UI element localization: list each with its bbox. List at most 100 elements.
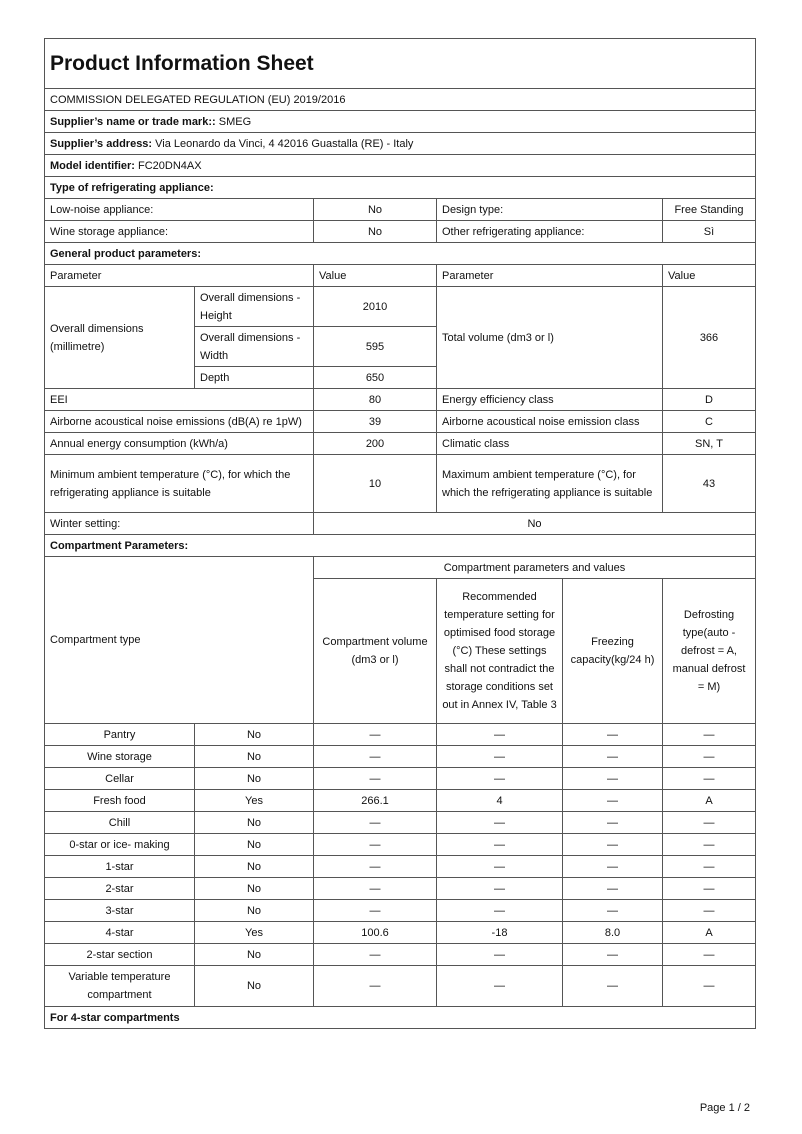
compartment-temp: — (436, 855, 563, 878)
volume-header: Compartment volume (dm3 or l) (313, 578, 437, 724)
compartment-temp: — (436, 723, 563, 746)
compartment-present: No (194, 855, 314, 878)
compartment-volume: — (313, 877, 437, 900)
compartment-defrost: — (662, 943, 756, 966)
height-value: 2010 (313, 286, 437, 327)
compartment-name: Pantry (44, 723, 195, 746)
compartment-temp: — (436, 943, 563, 966)
compartment-freezing: — (562, 723, 663, 746)
compartment-volume: — (313, 855, 437, 878)
compartment-present: Yes (194, 921, 314, 944)
compartment-name: Fresh food (44, 789, 195, 812)
compartment-present: No (194, 745, 314, 768)
param-value: 43 (662, 454, 756, 513)
type-row: Wine storage appliance: No Other refriger… (44, 220, 756, 243)
depth-label: Depth (194, 366, 314, 389)
compartment-row: 1-star No — — — — (44, 855, 756, 878)
compartment-temp: — (436, 965, 563, 1007)
width-label: Overall dimensions - Width (194, 326, 314, 367)
page-title: Product Information Sheet (44, 38, 756, 89)
supplier-address-label: Supplier’s address: (50, 137, 153, 150)
width-value: 595 (313, 326, 437, 367)
compartment-name: 1-star (44, 855, 195, 878)
winter-row: Winter setting: No (44, 512, 756, 535)
param-label: Annual energy consumption (kWh/a) (44, 432, 314, 455)
compartment-freezing: 8.0 (562, 921, 663, 944)
param-label: Airborne acoustical noise emissions (dB(… (44, 410, 314, 433)
compartment-row: Variable temperature compartment No — — — — (44, 965, 756, 1007)
product-information-table: Product Information Sheet COMMISSION DEL… (44, 38, 756, 1029)
compartment-present: No (194, 965, 314, 1007)
param-label: Minimum ambient temperature (°C), for wh… (44, 454, 314, 513)
compartment-defrost: — (662, 855, 756, 878)
param-value: 200 (313, 432, 437, 455)
param-value: D (662, 388, 756, 411)
compartment-freezing: — (562, 877, 663, 900)
param-label: Other refrigerating appliance: (436, 220, 663, 243)
compartment-defrost: — (662, 767, 756, 790)
param-label: Low-noise appliance: (44, 198, 314, 221)
compartment-row: Chill No — — — — (44, 811, 756, 834)
compartment-volume: — (313, 811, 437, 834)
compartment-present: No (194, 811, 314, 834)
compartment-volume: — (313, 723, 437, 746)
model-label: Model identifier: (50, 159, 135, 172)
compartment-defrost: — (662, 745, 756, 768)
compartment-name: 3-star (44, 899, 195, 922)
compartment-row: Fresh food Yes 266.1 4— A (44, 789, 756, 812)
compartment-freezing: — (562, 899, 663, 922)
compartment-temp: -18 (436, 921, 563, 944)
compartment-present: No (194, 877, 314, 900)
compartment-name: 2-star (44, 877, 195, 900)
param-value: SN, T (662, 432, 756, 455)
param-label: Energy efficiency class (436, 388, 663, 411)
compartment-name: Wine storage (44, 745, 195, 768)
compartment-defrost: A (662, 789, 756, 812)
column-header: Value (313, 264, 437, 287)
supplier-name-value: SMEG (218, 115, 252, 128)
general-row: Airborne acoustical noise emissions (dB(… (44, 410, 756, 433)
param-value: 39 (313, 410, 437, 433)
param-value: Sì (662, 220, 756, 243)
compartment-section-heading: Compartment Parameters: (44, 534, 756, 557)
type-row: Low-noise appliance: No Design type: Free … (44, 198, 756, 221)
defrost-header: Defrosting type(auto - defrost = A, manu… (662, 578, 756, 724)
compartment-present: No (194, 767, 314, 790)
general-row: Minimum ambient temperature (°C), for wh… (44, 454, 756, 513)
column-header: Parameter (436, 264, 663, 287)
height-label: Overall dimensions - Height (194, 286, 314, 327)
supplier-name-row: Supplier’s name or trade mark:: SMEG (44, 110, 756, 133)
general-section-heading: General product parameters: (44, 242, 756, 265)
four-star-section-heading: For 4-star compartments (44, 1006, 756, 1029)
compartment-row: 4-star Yes 100.6 -18 8.0 A (44, 921, 756, 944)
param-value: C (662, 410, 756, 433)
param-label: Climatic class (436, 432, 663, 455)
model-value: FC20DN4AX (138, 159, 202, 172)
param-value: 80 (313, 388, 437, 411)
compartment-temp: — (436, 745, 563, 768)
compartment-defrost: — (662, 723, 756, 746)
volume-label: Total volume (dm3 or l) (436, 286, 663, 389)
compartment-freezing: — (562, 855, 663, 878)
column-header: Parameter (44, 264, 314, 287)
param-label: EEI (44, 388, 314, 411)
compartment-freezing: — (562, 767, 663, 790)
compartment-type-header: Compartment type (44, 556, 314, 724)
compartment-temp: — (436, 877, 563, 900)
compartment-row: Cellar No — — — — (44, 767, 756, 790)
compartment-temp: — (436, 767, 563, 790)
compartment-name: 4-star (44, 921, 195, 944)
compartment-volume: — (313, 833, 437, 856)
param-value: Free Standing (662, 198, 756, 221)
general-header-row: Parameter Value Parameter Value (44, 264, 756, 287)
compartment-temp: — (436, 811, 563, 834)
compartment-present: No (194, 943, 314, 966)
supplier-address-row: Supplier’s address: Via Leonardo da Vinc… (44, 132, 756, 155)
compartment-name: 2-star section (44, 943, 195, 966)
compartment-volume: 266.1 (313, 789, 437, 812)
volume-value: 366 (662, 286, 756, 389)
depth-value: 650 (313, 366, 437, 389)
param-label: Airborne acoustical noise emission class (436, 410, 663, 433)
compartment-present: No (194, 833, 314, 856)
compartment-defrost: A (662, 921, 756, 944)
